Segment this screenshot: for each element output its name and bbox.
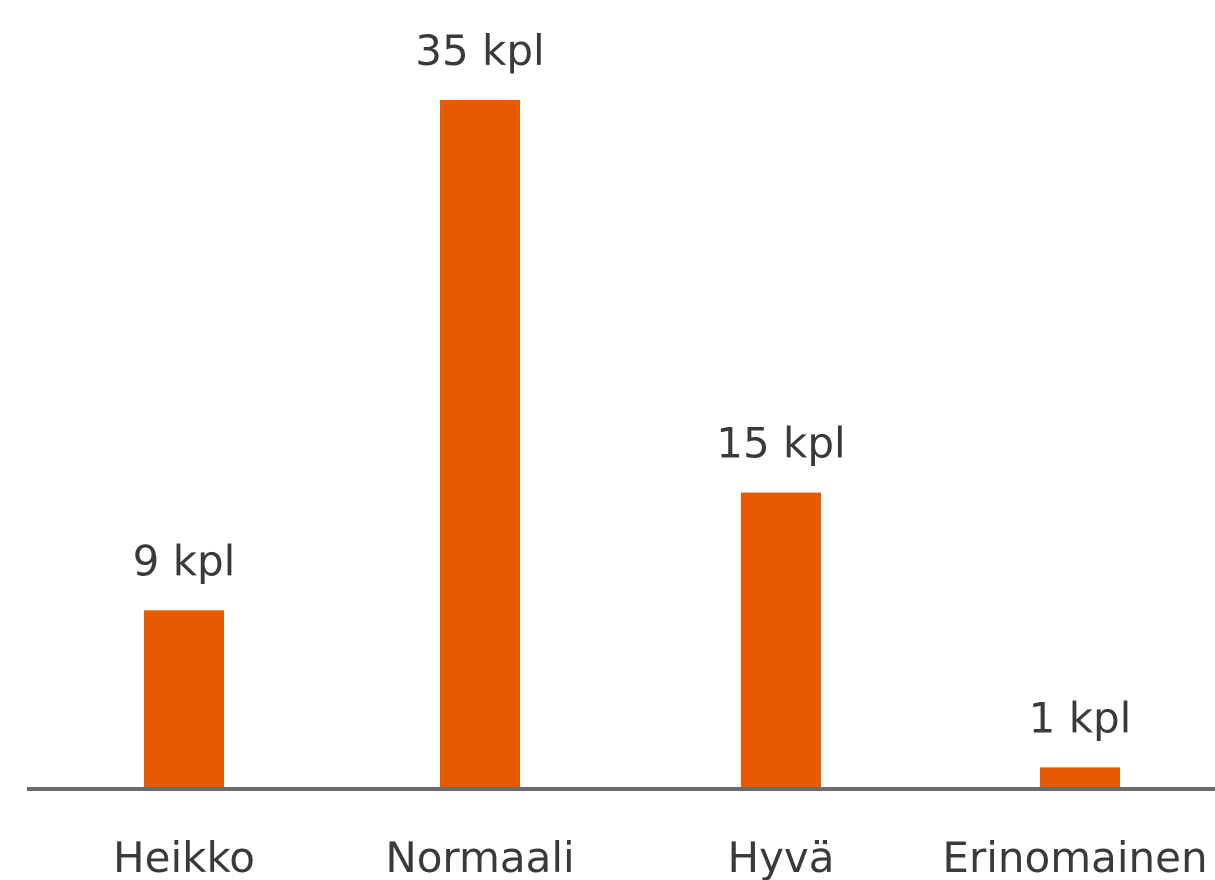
- bar-erinomainen: [1040, 767, 1120, 787]
- bar-hyvä: [741, 492, 821, 787]
- value-labels-group: 9 kpl 35 kpl 15 kpl 1 kpl: [133, 26, 1132, 742]
- value-label: 9 kpl: [133, 536, 236, 585]
- bar-normaali: [440, 100, 520, 787]
- category-label: Heikko: [113, 833, 255, 880]
- category-label: Hyvä: [727, 833, 834, 880]
- category-label: Erinomainen: [942, 833, 1207, 880]
- value-label: 1 kpl: [1029, 693, 1132, 742]
- bar-heikko: [144, 610, 224, 787]
- bars-group: [144, 100, 1120, 787]
- value-label: 35 kpl: [415, 26, 544, 75]
- value-label: 15 kpl: [716, 419, 845, 468]
- category-label: Normaali: [385, 833, 574, 880]
- category-labels-group: Heikko Normaali Hyvä Erinomainen: [113, 833, 1208, 880]
